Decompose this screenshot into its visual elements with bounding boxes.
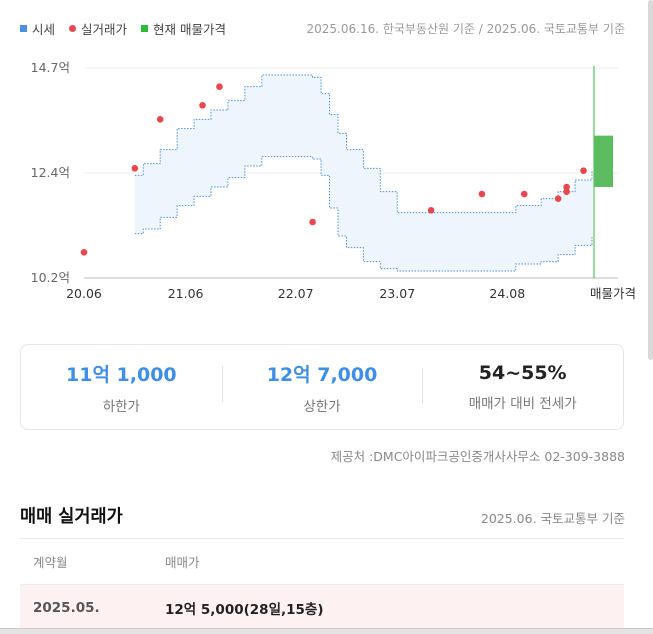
legend-label: 시세	[32, 21, 56, 37]
section-basis: 2025.06. 국토교통부 기준	[480, 511, 625, 526]
column-header-month: 계약월	[33, 555, 68, 570]
chart-source: 2025.06.16. 한국부동산원 기준 / 2025.06. 국토교통부 기…	[306, 21, 626, 36]
legend-item-actual-trade[interactable]: 실거래가	[69, 19, 127, 38]
legend-item-price[interactable]: 시세	[20, 19, 55, 38]
stat-upper-limit: 12억 7,000 상한가	[221, 360, 423, 415]
price-band-area	[134, 75, 593, 271]
trade-point	[478, 190, 486, 198]
x-tick-label: 20.06	[66, 286, 102, 301]
section-title: 매매 실거래가	[20, 507, 123, 527]
x-tick-label: 21.06	[168, 286, 204, 301]
legend-label: 현재 매물가격	[153, 21, 227, 37]
table-row[interactable]: 2025.05. 12억 5,000(28일,15층)	[20, 585, 624, 631]
stat-value: 11억 1,000	[66, 363, 177, 386]
trade-point	[309, 218, 316, 226]
trade-point	[199, 102, 206, 109]
y-tick-label: 14.7억	[31, 60, 70, 75]
stat-label: 상한가	[303, 398, 341, 415]
legend-square-icon	[141, 24, 149, 32]
legend-item-current-listing[interactable]: 현재 매물가격	[141, 19, 226, 38]
trade-point	[216, 83, 223, 90]
legend-square-icon	[20, 24, 27, 32]
stat-jeonse-ratio: 54~55% 매매가 대비 전세가	[422, 362, 623, 412]
table-header: 계약월 매매가	[20, 539, 624, 585]
y-tick-label: 12.4억	[31, 165, 70, 180]
trade-point	[563, 188, 570, 195]
x-tick-label: 매물가격	[590, 286, 636, 301]
scrollbar[interactable]	[648, 0, 653, 360]
stat-value: 54~55%	[478, 362, 567, 384]
trade-table: 계약월 매매가 2025.05. 12억 5,000(28일,15층)	[20, 538, 624, 631]
trade-point	[427, 207, 435, 214]
price-band-lower-line	[134, 156, 593, 272]
trade-point	[520, 190, 528, 198]
cell-price: 12억 5,000(28일,15층)	[165, 602, 324, 618]
trade-point	[131, 165, 139, 172]
trade-point	[80, 249, 88, 256]
legend-label: 실거래가	[81, 21, 128, 37]
trade-point	[563, 183, 570, 191]
stat-label: 하한가	[102, 398, 140, 415]
price-summary: 11억 1,000 하한가 12억 7,000 상한가 54~55% 매매가 대…	[20, 344, 624, 430]
trade-point	[580, 167, 587, 174]
price-chart[interactable]: 14.7억 12.4억 10.2억 20.06 21.06 22.07 23.07 24.08…	[0, 40, 653, 310]
horizontal-scrollbar[interactable]	[0, 628, 653, 634]
cell-month: 2025.05.	[33, 600, 100, 616]
stat-value: 12억 7,000	[266, 363, 378, 386]
provider-info: 제공처 :DMC아이파크공인중개사사무소 02-309-3888	[330, 449, 625, 464]
current-listing-range	[594, 135, 613, 187]
chart-legend: 시세 실거래가 현재 매물가격 2025.06.16. 한국부동산원 기준 / …	[20, 18, 625, 38]
x-tick-label: 22.07	[278, 286, 314, 301]
stat-label: 매매가 대비 전세가	[468, 396, 577, 412]
x-tick-label: 23.07	[379, 286, 415, 301]
y-tick-label: 10.2억	[31, 270, 70, 285]
legend-dot-icon	[69, 24, 77, 32]
price-band-upper-line	[134, 74, 593, 214]
stat-lower-limit: 11억 1,000 하한가	[21, 360, 222, 415]
x-tick-label: 24.08	[489, 286, 525, 301]
trade-point	[156, 116, 164, 123]
column-header-price: 매매가	[165, 555, 200, 570]
trade-point	[554, 195, 562, 202]
